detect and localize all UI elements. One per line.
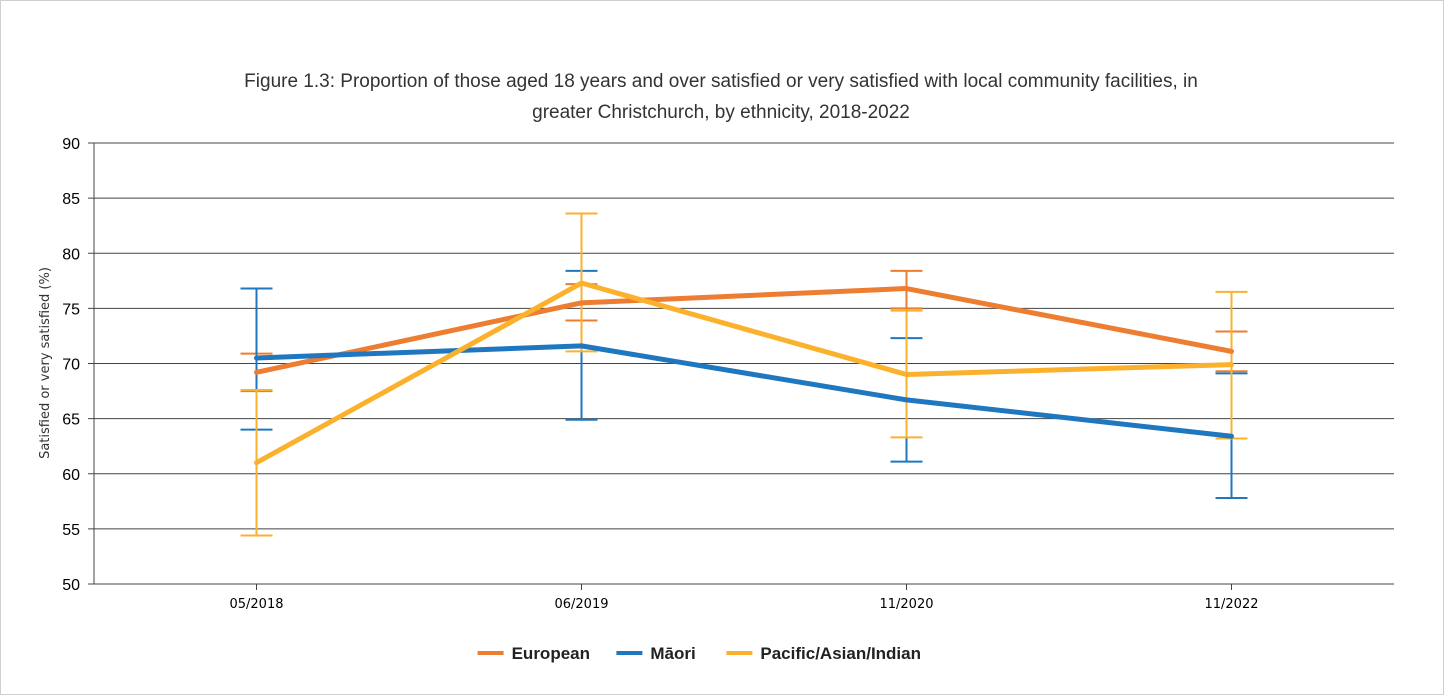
series-line-2 xyxy=(254,343,1234,439)
legend-item: Māori xyxy=(616,644,696,663)
y-tick-label: 60 xyxy=(62,467,80,484)
y-tick-label: 85 xyxy=(62,191,80,208)
legend-label: European xyxy=(512,644,590,663)
series-group xyxy=(240,212,1248,537)
y-tick-label: 75 xyxy=(62,301,80,318)
x-tick-label: 11/2020 xyxy=(879,597,933,612)
series-line-3 xyxy=(254,280,1234,466)
y-axis-label: Satisfied or very satisfied (%) xyxy=(38,267,53,459)
y-tick-label: 55 xyxy=(62,522,80,539)
chart-title-line-2: greater Christchurch, by ethnicity, 2018… xyxy=(532,102,910,123)
x-tick-label: 06/2019 xyxy=(554,597,608,612)
legend-label: Pacific/Asian/Indian xyxy=(760,644,921,663)
legend-label: Māori xyxy=(650,644,695,663)
series-2 xyxy=(240,269,1248,500)
legend-item: European xyxy=(477,644,590,663)
y-axis-ticks: 50 55 60 65 70 75 80 85 90 xyxy=(62,136,80,594)
x-tick-label: 05/2018 xyxy=(229,597,283,612)
y-tick-label: 50 xyxy=(62,577,80,594)
x-axis-ticks: 05/2018 06/2019 11/2020 11/2022 xyxy=(229,584,1259,612)
y-tick-label: 70 xyxy=(62,357,80,374)
chart-title-line-1: Figure 1.3: Proportion of those aged 18 … xyxy=(244,71,1198,92)
legend-item: Pacific/Asian/Indian xyxy=(726,644,921,663)
legend: European Māori Pacific/Asian/Indian xyxy=(477,644,921,663)
x-tick-label: 11/2022 xyxy=(1204,597,1258,612)
y-tick-label: 90 xyxy=(62,136,80,153)
y-tick-label: 80 xyxy=(62,246,80,263)
series-line-1 xyxy=(254,286,1234,375)
y-tick-label: 65 xyxy=(62,412,80,429)
